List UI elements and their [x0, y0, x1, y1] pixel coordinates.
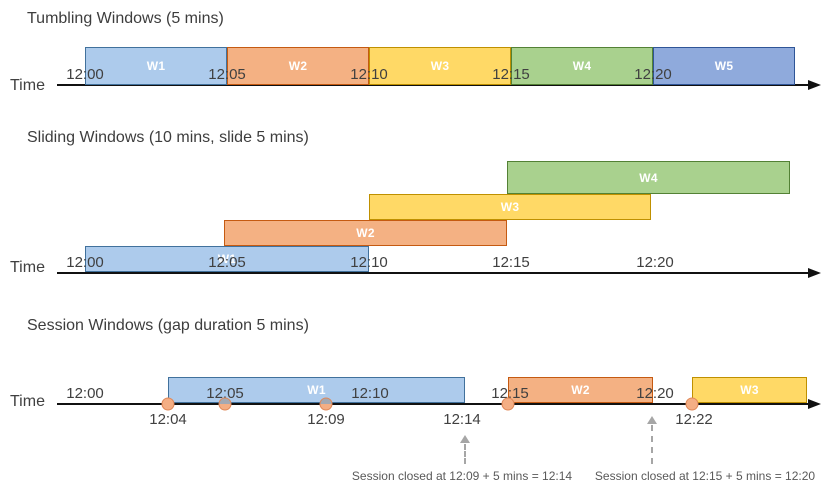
section-title-session: Session Windows (gap duration 5 mins) [27, 317, 309, 334]
time-axis-session [57, 403, 808, 405]
window-session-w3: W3 [692, 377, 807, 403]
time-axis-label: Time [10, 259, 45, 276]
window-session-w2: W2 [508, 377, 653, 403]
window-session-w1: W1 [168, 377, 465, 403]
tick-label-sliding-1215: 12:15 [492, 254, 530, 271]
section-title-sliding: Sliding Windows (10 mins, slide 5 mins) [27, 129, 309, 146]
time-axis-arrowhead-icon [808, 80, 821, 90]
session-closed-annotation-2: Session closed at 12:15 + 5 mins = 12:20 [594, 469, 816, 483]
tick-label-tumbling-1205: 12:05 [208, 66, 246, 83]
callout-dashed-line-1 [464, 444, 466, 464]
time-axis-arrowhead-icon [808, 399, 821, 409]
window-tumbling-w1: W1 [85, 47, 227, 85]
window-sliding-w3: W3 [369, 194, 651, 220]
window-tumbling-w3: W3 [369, 47, 511, 85]
window-sliding-w1: W1 [85, 246, 369, 272]
time-axis-tumbling [57, 84, 808, 86]
section-title-tumbling: Tumbling Windows (5 mins) [27, 10, 224, 27]
event-dot-4 [501, 397, 515, 411]
tick-label-tumbling-1210: 12:10 [350, 66, 388, 83]
event-dot-5 [685, 397, 699, 411]
event-time-label-1209: 12:09 [307, 411, 345, 428]
window-tumbling-w2: W2 [227, 47, 369, 85]
event-dot-1 [161, 397, 175, 411]
tick-label-sliding-1205: 12:05 [208, 254, 246, 271]
tick-label-session-1210: 12:10 [351, 385, 389, 402]
time-axis-arrowhead-icon [808, 268, 821, 278]
time-axis-label: Time [10, 393, 45, 410]
callout-dashed-line-2 [651, 425, 653, 464]
time-axis-sliding [57, 272, 808, 274]
event-dot-3 [319, 397, 333, 411]
event-dot-2 [218, 397, 232, 411]
tick-label-tumbling-1215: 12:15 [492, 66, 530, 83]
tick-label-sliding-1200: 12:00 [66, 254, 104, 271]
callout-arrowhead-icon-2 [647, 416, 657, 424]
tick-label-session-1200: 12:00 [66, 385, 104, 402]
event-time-label-1222: 12:22 [675, 411, 713, 428]
tick-label-session-1215: 12:15 [491, 385, 529, 402]
tick-label-session-1205: 12:05 [206, 385, 244, 402]
window-tumbling-w4: W4 [511, 47, 653, 85]
window-sliding-w2: W2 [224, 220, 507, 246]
tick-label-tumbling-1200: 12:00 [66, 66, 104, 83]
tick-label-tumbling-1220: 12:20 [634, 66, 672, 83]
tick-label-session-1220: 12:20 [636, 385, 674, 402]
window-sliding-w4: W4 [507, 161, 790, 194]
session-closed-annotation-1: Session closed at 12:09 + 5 mins = 12:14 [351, 469, 573, 483]
callout-arrowhead-icon-1 [460, 435, 470, 443]
event-time-label-1204: 12:04 [149, 411, 187, 428]
window-tumbling-w5: W5 [653, 47, 795, 85]
tick-label-sliding-1210: 12:10 [350, 254, 388, 271]
time-axis-label: Time [10, 77, 45, 94]
tick-label-sliding-1220: 12:20 [636, 254, 674, 271]
event-time-label-1214: 12:14 [443, 411, 481, 428]
